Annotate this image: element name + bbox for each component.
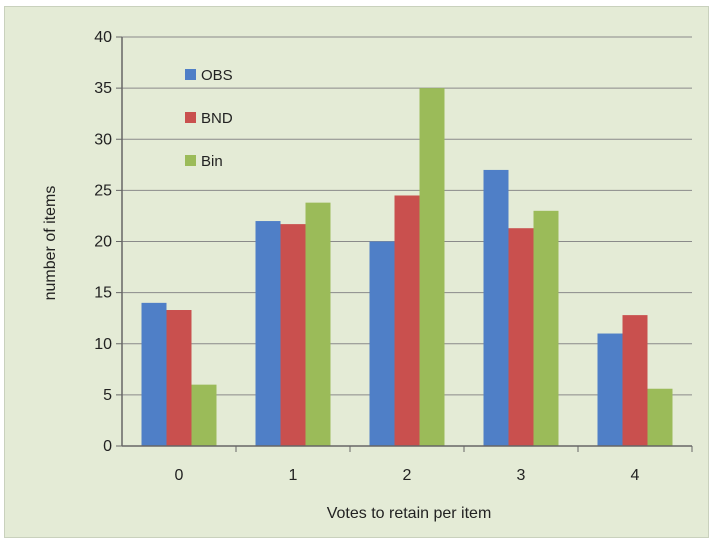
bar-obs-1 [255, 221, 281, 446]
bar-obs-3 [483, 169, 509, 447]
bar-obs-2 [369, 241, 395, 446]
legend-swatch-bin [185, 155, 196, 166]
y-tick-label: 30 [94, 131, 112, 148]
y-tick-label: 40 [94, 29, 112, 46]
bar-obs-0 [141, 302, 167, 446]
chart-frame: 0 5 10 15 20 25 30 35 40 0 1 2 3 4 OBS BND Bin Votes t… [4, 6, 709, 538]
legend: OBS BND Bin [185, 67, 233, 170]
bar-bnd-3 [508, 228, 534, 446]
x-tick-label: 4 [631, 467, 640, 484]
legend-swatch-obs [185, 69, 196, 80]
y-tick-label: 15 [94, 285, 112, 302]
bar-bin-4 [647, 388, 673, 446]
y-tick-label: 20 [94, 234, 112, 251]
bar-bnd-2 [394, 195, 420, 446]
x-tick-label: 2 [403, 467, 412, 484]
x-tick-label: 1 [289, 467, 298, 484]
legend-label-obs: OBS [201, 67, 233, 84]
bar-bin-0 [191, 384, 217, 446]
y-tick-label: 5 [103, 387, 112, 404]
legend-swatch-bnd [185, 112, 196, 123]
bar-bin-1 [305, 202, 331, 446]
bar-bnd-0 [166, 310, 192, 446]
y-tick-label: 10 [94, 336, 112, 353]
y-axis-title: number of items [42, 186, 59, 301]
x-tick-label: 0 [175, 467, 184, 484]
x-tick-labels: 0 1 2 3 4 [175, 446, 693, 484]
y-tick-label: 25 [94, 182, 112, 199]
bar-bnd-1 [280, 224, 306, 446]
bar-bnd-4 [622, 315, 648, 446]
y-tick-label: 35 [94, 80, 112, 97]
y-tick-label: 0 [103, 438, 112, 455]
bar-bin-3 [533, 210, 559, 446]
bar-bin-2 [419, 88, 445, 446]
bars [141, 88, 673, 447]
legend-label-bnd: BND [201, 110, 233, 127]
y-tick-labels: 0 5 10 15 20 25 30 35 40 [94, 29, 112, 455]
bar-chart: 0 5 10 15 20 25 30 35 40 0 1 2 3 4 OBS BND Bin Votes t… [42, 29, 693, 522]
x-axis-title: Votes to retain per item [327, 505, 492, 522]
bar-obs-4 [597, 333, 623, 446]
x-tick-label: 3 [517, 467, 526, 484]
legend-label-bin: Bin [201, 153, 223, 170]
